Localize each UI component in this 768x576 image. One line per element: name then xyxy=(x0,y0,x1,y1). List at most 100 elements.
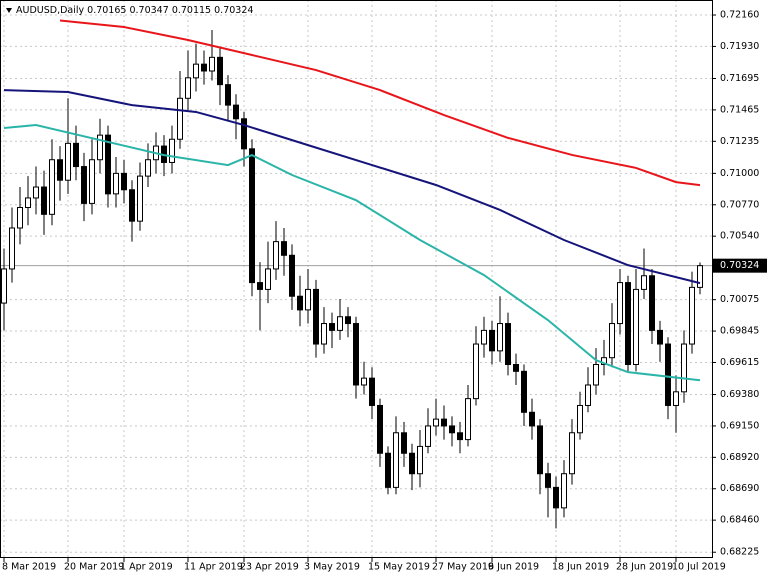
candle-body xyxy=(625,282,631,366)
candle-body xyxy=(617,282,623,325)
candle-body xyxy=(361,377,367,386)
candle-body xyxy=(185,77,191,99)
candle-body xyxy=(417,445,423,475)
candle-body xyxy=(529,411,535,427)
candle-body xyxy=(9,227,15,270)
candle-body xyxy=(369,377,375,406)
candle-body xyxy=(249,148,255,284)
candle-body xyxy=(569,432,575,475)
plot xyxy=(0,19,712,529)
candle-body xyxy=(673,391,679,406)
candle-body xyxy=(41,186,47,215)
candle-body xyxy=(561,473,567,509)
candle-body xyxy=(97,134,103,161)
candle-body xyxy=(353,323,359,386)
y-tick-label: 0.69845 xyxy=(720,326,759,337)
candle-body xyxy=(497,323,503,352)
candle-body xyxy=(121,172,127,191)
candle-body xyxy=(545,473,551,488)
x-tick-label: 23 Apr 2019 xyxy=(240,562,299,573)
candle-body xyxy=(257,282,263,290)
candle-body xyxy=(57,159,63,181)
candle-body xyxy=(657,329,663,345)
candle-body xyxy=(537,425,543,475)
x-tick-label: 3 May 2019 xyxy=(304,562,360,573)
axes: 0.72160 0.71930 0.71695 0.71465 0.71235 0.710… xyxy=(2,10,767,573)
candle-body xyxy=(473,343,479,400)
candle-body xyxy=(609,323,615,359)
candle-body xyxy=(329,323,335,331)
candle-body xyxy=(577,404,583,434)
y-tick-label: 0.69615 xyxy=(720,357,759,368)
candle-body xyxy=(89,159,95,204)
candle-body xyxy=(345,316,351,325)
candle-body xyxy=(393,432,399,488)
candle-body xyxy=(513,364,519,372)
candle-body xyxy=(665,343,671,406)
candle-body xyxy=(457,432,463,441)
x-tick-label: 27 May 2019 xyxy=(432,562,494,573)
candle-body xyxy=(81,166,87,204)
moving-average xyxy=(3,89,701,285)
symbol: AUDUSD,Daily xyxy=(16,5,85,16)
price-tag-label: 0.70324 xyxy=(720,260,759,271)
candle-body xyxy=(433,418,439,427)
candle-body xyxy=(401,432,407,454)
y-tick-label: 0.72160 xyxy=(720,10,759,21)
x-tick-label: 28 Jun 2019 xyxy=(616,562,673,573)
candle-body xyxy=(33,186,39,199)
candle-body xyxy=(65,142,71,181)
candle-body xyxy=(73,142,79,168)
x-tick-label: 15 May 2019 xyxy=(368,562,430,573)
x-tick-label: 1 Apr 2019 xyxy=(120,562,173,573)
candle-body xyxy=(1,268,7,304)
y-tick-label: 0.69150 xyxy=(720,420,759,431)
candle-body xyxy=(633,288,639,366)
candle-body xyxy=(553,486,559,509)
candle-body xyxy=(337,316,343,331)
candle-body xyxy=(281,241,287,256)
candle-body xyxy=(585,384,591,406)
x-tick-label: 8 Mar 2019 xyxy=(2,562,56,573)
moving-average xyxy=(59,19,701,187)
candle-body xyxy=(265,268,271,290)
close-value: 0.70324 xyxy=(214,5,253,16)
candle-body xyxy=(145,159,151,177)
candle-body xyxy=(209,56,215,72)
candle-body xyxy=(481,329,487,345)
price-tag xyxy=(713,258,767,273)
candle-body xyxy=(273,241,279,270)
candle-body xyxy=(241,118,247,150)
x-tick-label: 18 Jun 2019 xyxy=(552,562,609,573)
candle-body xyxy=(137,175,143,222)
y-tick-label: 0.68460 xyxy=(720,515,759,526)
open-value: 0.70165 xyxy=(87,5,126,16)
candle-body xyxy=(25,197,31,209)
candle-body xyxy=(129,189,135,222)
x-tick-label: 11 Apr 2019 xyxy=(184,562,243,573)
candle-body xyxy=(177,97,183,140)
plot-frame xyxy=(0,0,713,558)
y-tick-label: 0.71930 xyxy=(720,41,759,52)
candle-body xyxy=(305,288,311,311)
candle-body xyxy=(425,425,431,447)
y-tick-label: 0.71000 xyxy=(720,168,759,179)
candle-body xyxy=(649,275,655,331)
candle-body xyxy=(697,265,703,288)
symbol-label: AUDUSD,Daily 0.70165 0.70347 0.70115 0.7… xyxy=(16,5,253,16)
moving-average xyxy=(3,124,701,382)
x-tick-label: 6 Jun 2019 xyxy=(488,562,539,573)
menu-arrow[interactable] xyxy=(6,8,12,13)
candle-body xyxy=(225,84,231,106)
y-tick-label: 0.68225 xyxy=(720,547,759,558)
candle-body xyxy=(681,343,687,393)
y-tick-label: 0.68920 xyxy=(720,452,759,463)
candle-body xyxy=(441,418,447,427)
candle-body xyxy=(105,134,111,195)
candle-body xyxy=(521,370,527,413)
y-tick-label: 0.68690 xyxy=(720,483,759,494)
candle-body xyxy=(313,288,319,345)
candle-body xyxy=(297,295,303,311)
y-tick-label: 0.71695 xyxy=(720,73,759,84)
